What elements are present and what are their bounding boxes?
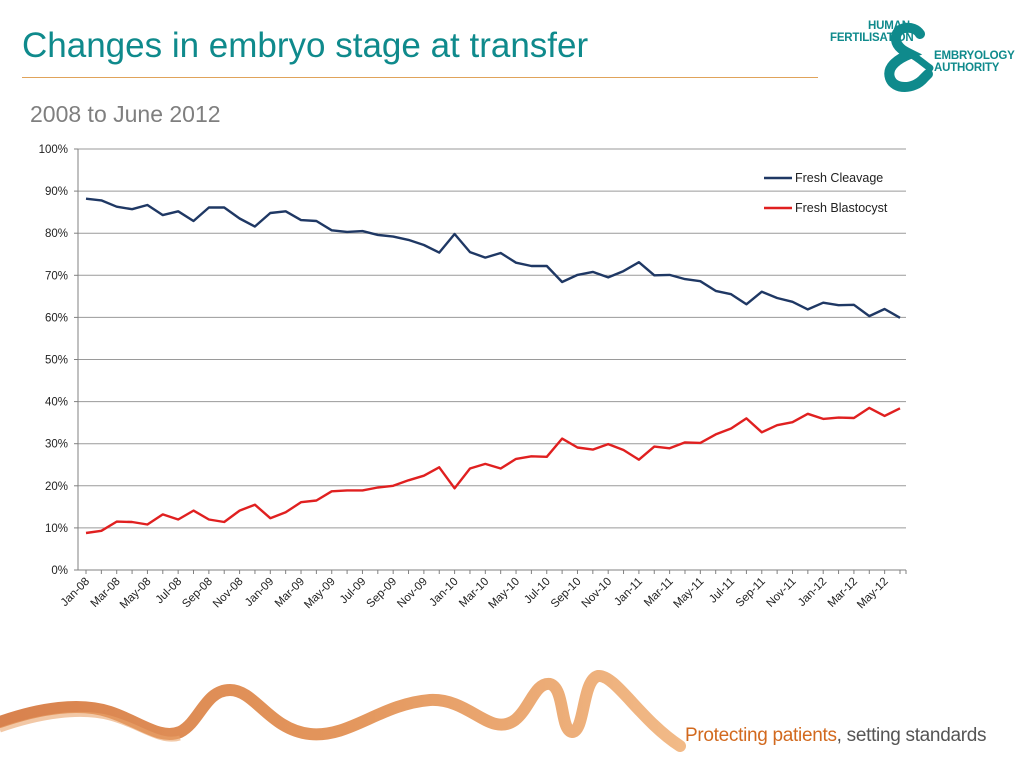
legend-label: Fresh Blastocyst bbox=[795, 201, 888, 215]
gridlines bbox=[78, 148, 906, 571]
legend: Fresh Cleavage Fresh Blastocyst bbox=[764, 171, 888, 215]
x-tick-label: Jan-10 bbox=[427, 576, 460, 609]
logo-line-4: AUTHORITY bbox=[934, 62, 1000, 74]
x-tick-label: May-09 bbox=[302, 576, 338, 612]
x-tick-label: Mar-09 bbox=[273, 576, 307, 610]
y-tick-label: 20% bbox=[45, 481, 68, 493]
legend-label: Fresh Cleavage bbox=[795, 171, 883, 185]
series-line-fresh-cleavage bbox=[85, 197, 901, 319]
x-tick-label: May-10 bbox=[487, 576, 523, 612]
y-tick-label: 70% bbox=[45, 270, 68, 282]
x-tick-label: Jan-12 bbox=[796, 576, 829, 609]
x-tick-label: Jan-08 bbox=[59, 576, 92, 609]
x-tick-label: Mar-10 bbox=[457, 576, 491, 610]
x-tick-label: May-08 bbox=[118, 576, 154, 612]
x-tick-label: Sep-09 bbox=[365, 576, 400, 611]
series-lines bbox=[85, 197, 901, 535]
page-title: Changes in embryo stage at transfer bbox=[22, 26, 589, 65]
ampersand-logo-icon bbox=[884, 22, 934, 92]
y-tick-label: 50% bbox=[45, 355, 68, 367]
y-tick-label: 0% bbox=[51, 565, 68, 577]
decorative-ribbon bbox=[0, 670, 686, 752]
page-subtitle: 2008 to June 2012 bbox=[30, 101, 221, 127]
line-chart: 0%10%20%30%40%50%60%70%80%90%100%Jan-08M… bbox=[39, 144, 907, 612]
x-tick-label: Nov-10 bbox=[580, 576, 615, 611]
x-tick-label: Mar-12 bbox=[826, 576, 860, 610]
x-tick-label: Jan-11 bbox=[612, 576, 645, 609]
x-tick-label: May-12 bbox=[855, 576, 891, 612]
x-tick-label: Mar-11 bbox=[642, 576, 676, 610]
x-tick-label: May-11 bbox=[671, 576, 706, 611]
y-tick-label: 100% bbox=[39, 144, 68, 156]
x-tick-label: Sep-11 bbox=[734, 576, 768, 610]
tagline-rest: , setting standards bbox=[836, 725, 987, 746]
y-tick-label: 30% bbox=[45, 439, 68, 451]
y-tick-label: 90% bbox=[45, 186, 68, 198]
tagline-emphasis: Protecting patients bbox=[685, 725, 837, 746]
y-tick-label: 40% bbox=[45, 397, 68, 409]
x-tick-label: Sep-08 bbox=[180, 576, 215, 611]
x-tick-label: Nov-09 bbox=[395, 576, 430, 611]
x-tick-label: Nov-11 bbox=[765, 576, 799, 610]
title-divider bbox=[22, 77, 818, 78]
series-line-fresh-blastocyst bbox=[85, 406, 901, 535]
hfea-logo: HUMAN FERTILISATION EMBRYOLOGY AUTHORITY bbox=[828, 18, 1018, 94]
y-tick-label: 60% bbox=[45, 312, 68, 324]
x-tick-label: Sep-10 bbox=[549, 576, 584, 611]
tagline: Protecting patients, setting standards bbox=[685, 725, 987, 747]
y-tick-label: 80% bbox=[45, 228, 68, 240]
x-tick-label: Mar-08 bbox=[89, 576, 123, 610]
y-tick-label: 10% bbox=[45, 523, 68, 535]
logo-line-3: EMBRYOLOGY bbox=[934, 50, 1015, 62]
x-tick-label: Jan-09 bbox=[243, 576, 276, 609]
x-tick-label: Nov-08 bbox=[211, 576, 246, 611]
